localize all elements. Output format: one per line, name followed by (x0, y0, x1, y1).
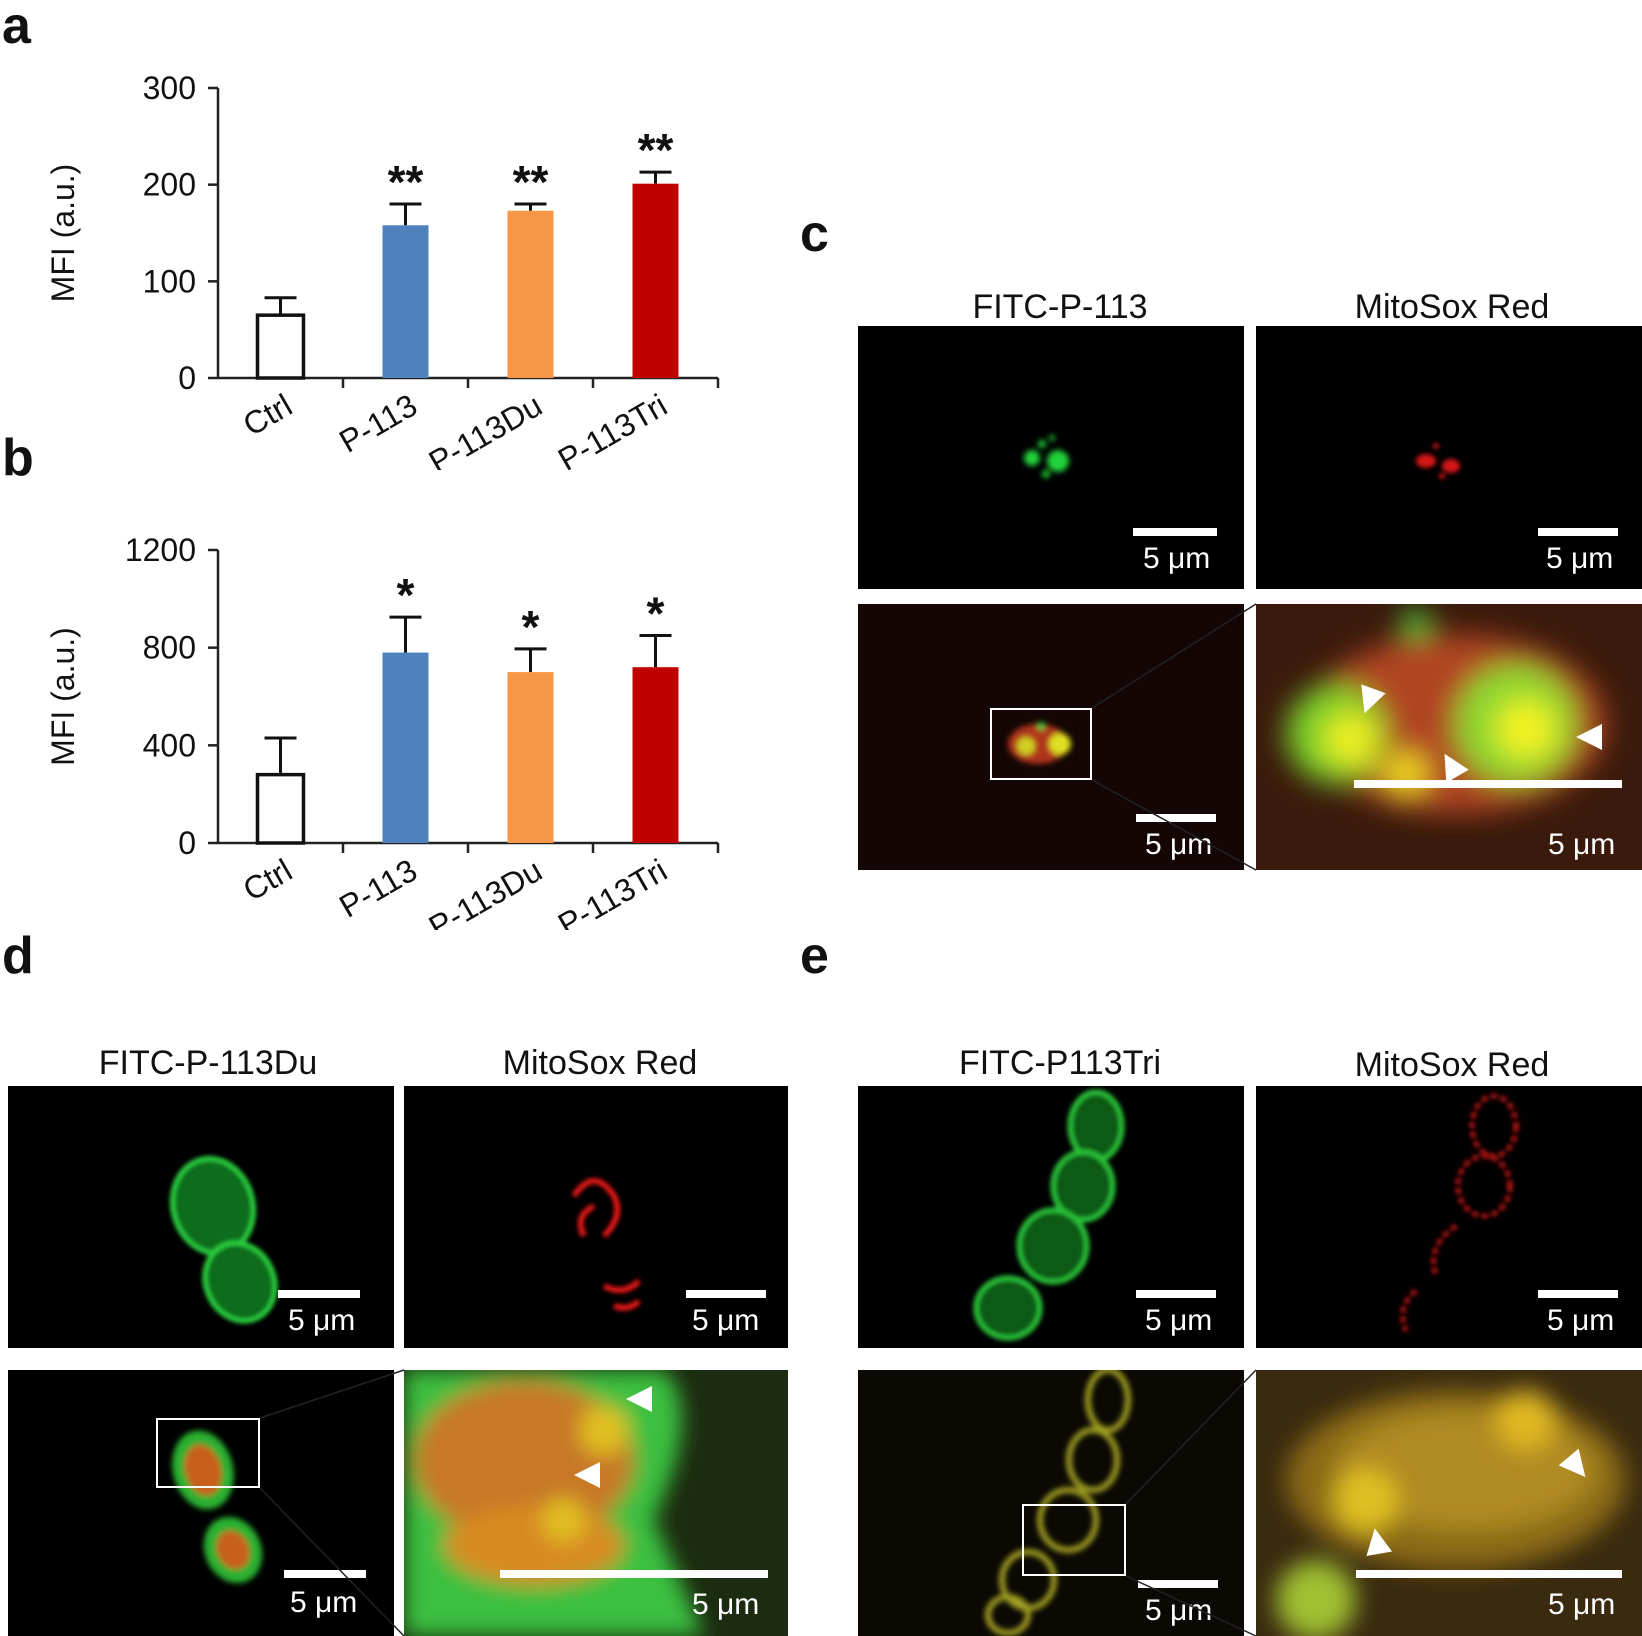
scale-bar (284, 1570, 366, 1578)
panel-d-zoom-cells (404, 1370, 704, 1636)
scale-label: 5 μm (290, 1586, 358, 1619)
panel-e-fitc-cells (973, 1089, 1125, 1341)
significance-mark: * (647, 587, 665, 639)
panel-c-merge-cells (1008, 722, 1071, 764)
scale-bar (1133, 528, 1217, 536)
scale-bar (686, 1290, 766, 1298)
panel-c-title-mitosox: MitoSox Red (1354, 288, 1550, 326)
bar-chart-a: 0 100 200 300 MFI (a.u.) Ctrl ** P-113 ** P-113Du… (45, 70, 720, 470)
scale-bar (1538, 528, 1618, 536)
panel-e-zoom-cells (1276, 1390, 1626, 1636)
panel-letter-b: b (2, 429, 34, 487)
zoom-box (990, 708, 1092, 780)
significance-mark: * (397, 569, 415, 621)
x-tick-label: P-113Tri (552, 387, 673, 470)
panel-letter-c: c (800, 205, 829, 263)
panel-letter-a: a (2, 0, 31, 55)
scale-label: 5 μm (1548, 1588, 1616, 1621)
panel-d-fitc-image: 5 μm (8, 1086, 394, 1348)
scale-label: 5 μm (692, 1588, 760, 1621)
scale-label: 5 μm (1546, 542, 1614, 575)
arrowhead-icon (574, 1462, 600, 1488)
panel-d-mitosox-image: 5 μm (404, 1086, 788, 1348)
zoom-box (1022, 1504, 1126, 1576)
panel-e-zoom-image: 5 μm (1256, 1370, 1642, 1636)
y-tick-label: 400 (143, 727, 196, 763)
panel-c-merge-image: 5 μm (858, 604, 1244, 870)
panel-letter-d: d (2, 927, 34, 985)
significance-mark: ** (513, 156, 549, 208)
scale-bar (1356, 1570, 1622, 1578)
scale-label: 5 μm (1143, 542, 1211, 575)
x-tick-label: P-113Du (423, 852, 548, 930)
scale-bar (1354, 780, 1622, 788)
panel-c-fitc-image: 5 μm (858, 326, 1244, 589)
x-tick-label: P-113 (333, 387, 423, 460)
scale-bar (1138, 1580, 1218, 1588)
panel-e-title-mitosox: MitoSox Red (1354, 1046, 1550, 1084)
bar-p-113tri (632, 183, 679, 378)
scale-label: 5 μm (1548, 828, 1616, 861)
scale-label: 5 μm (288, 1304, 356, 1337)
y-tick-label: 200 (143, 167, 196, 203)
panel-e-fitc-image: 5 μm (858, 1086, 1244, 1348)
panel-e-merge-image: 5 μm (858, 1370, 1244, 1636)
y-tick-label: 0 (178, 825, 196, 861)
panel-c-mitosox-cells (1416, 443, 1460, 479)
panel-c-zoom-image: 5 μm (1256, 604, 1642, 870)
scale-bar (1136, 1290, 1216, 1298)
y-tick-label: 300 (143, 70, 196, 106)
y-axis-label: MFI (a.u.) (45, 627, 81, 766)
x-tick-label: Ctrl (237, 387, 298, 443)
panel-c-zoom-cells (1286, 610, 1606, 814)
scale-bar (500, 1570, 768, 1578)
scale-bar (1136, 814, 1216, 822)
bar-ctrl (255, 313, 306, 380)
panel-c-mitosox-image: 5 μm (1256, 326, 1642, 589)
scale-bar (1538, 1290, 1618, 1298)
x-tick-label: P-113Du (423, 387, 548, 470)
y-tick-label: 1200 (125, 532, 196, 568)
panel-e-mitosox-cells (1400, 1093, 1519, 1332)
arrowhead-icon (1361, 1525, 1393, 1557)
y-tick-label: 800 (143, 630, 196, 666)
panel-letter-e: e (800, 927, 829, 985)
x-tick-label: Ctrl (237, 852, 298, 908)
arrowhead-icon (1576, 724, 1602, 750)
arrowhead-icon (626, 1386, 652, 1412)
panel-d-zoom-image: 5 μm (404, 1370, 788, 1636)
bar-p-113 (382, 652, 429, 843)
scale-bar (278, 1290, 360, 1298)
panel-e-title-fitc: FITC-P113Tri (958, 1044, 1162, 1082)
panel-d-mitosox-cells (571, 1178, 642, 1311)
panel-c-fitc-cells (1024, 435, 1069, 478)
significance-mark: ** (638, 124, 674, 176)
panel-d-fitc-cells (169, 1155, 278, 1324)
y-tick-label: 0 (178, 360, 196, 396)
scale-label: 5 μm (1145, 1304, 1213, 1337)
scale-label: 5 μm (1145, 828, 1213, 861)
zoom-box (156, 1418, 260, 1488)
bar-p-113du (507, 672, 554, 843)
panel-c-title-fitc: FITC-P-113 (972, 288, 1148, 326)
bar-p-113du (507, 210, 554, 378)
bar-p-113 (382, 225, 429, 378)
significance-mark: ** (388, 156, 424, 208)
panel-e-mitosox-image: 5 μm (1256, 1086, 1642, 1348)
bar-chart-b: 0 400 800 1200 MFI (a.u.) Ctrl * P-113 * P-113Du *… (45, 532, 720, 930)
panel-d-merge-image: 5 μm (8, 1370, 394, 1636)
significance-mark: * (522, 601, 540, 653)
x-tick-label: P-113Tri (552, 852, 673, 930)
bar-ctrl (255, 772, 306, 845)
y-axis-label: MFI (a.u.) (45, 164, 81, 303)
scale-label: 5 μm (1145, 1594, 1213, 1627)
panel-d-title-mitosox: MitoSox Red (502, 1044, 698, 1082)
y-tick-label: 100 (143, 263, 196, 299)
x-tick-label: P-113 (333, 852, 423, 925)
panel-d-merge-cells (172, 1430, 263, 1584)
panel-d-title-fitc: FITC-P-113Du (98, 1044, 318, 1082)
scale-label: 5 μm (1547, 1304, 1615, 1337)
bar-p-113tri (632, 667, 679, 843)
scale-label: 5 μm (692, 1304, 760, 1337)
